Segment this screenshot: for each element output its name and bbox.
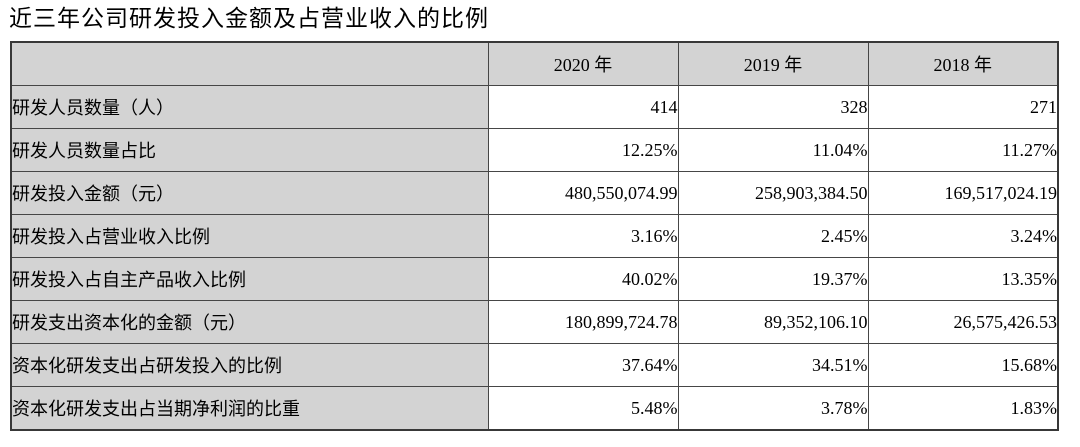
table-cell: 15.68% (867, 343, 1059, 387)
table-row: 研发投入占自主产品收入比例 40.02% 19.37% 13.35% (10, 257, 1059, 301)
table-cell: 19.37% (677, 257, 869, 301)
table-cell: 3.16% (487, 214, 679, 258)
table-cell: 40.02% (487, 257, 679, 301)
row-label-rd-headcount: 研发人员数量（人） (10, 85, 489, 129)
table-row: 资本化研发支出占当期净利润的比重 5.48% 3.78% 1.83% (10, 386, 1059, 431)
row-label-rd-to-revenue-ratio: 研发投入占营业收入比例 (10, 214, 489, 258)
column-header-2018: 2018 年 (867, 41, 1059, 86)
table-header-row: 2020 年 2019 年 2018 年 (10, 41, 1059, 86)
table-cell: 1.83% (867, 386, 1059, 431)
table-row: 资本化研发支出占研发投入的比例 37.64% 34.51% 15.68% (10, 343, 1059, 387)
table-cell: 12.25% (487, 128, 679, 172)
table-row: 研发支出资本化的金额（元） 180,899,724.78 89,352,106.… (10, 300, 1059, 344)
row-label-rd-to-own-product-revenue-ratio: 研发投入占自主产品收入比例 (10, 257, 489, 301)
table-row: 研发人员数量（人） 414 328 271 (10, 85, 1059, 129)
table-cell: 258,903,384.50 (677, 171, 869, 215)
table-cell: 37.64% (487, 343, 679, 387)
row-label-capitalized-rd-amount: 研发支出资本化的金额（元） (10, 300, 489, 344)
table-cell: 26,575,426.53 (867, 300, 1059, 344)
table-row: 研发投入占营业收入比例 3.16% 2.45% 3.24% (10, 214, 1059, 258)
table-cell: 11.04% (677, 128, 869, 172)
table-cell: 180,899,724.78 (487, 300, 679, 344)
table-cell: 328 (677, 85, 869, 129)
row-label-rd-headcount-ratio: 研发人员数量占比 (10, 128, 489, 172)
table-cell: 271 (867, 85, 1059, 129)
row-label-capitalized-rd-to-rd-ratio: 资本化研发支出占研发投入的比例 (10, 343, 489, 387)
table-cell: 89,352,106.10 (677, 300, 869, 344)
table-cell: 13.35% (867, 257, 1059, 301)
table-row: 研发人员数量占比 12.25% 11.04% 11.27% (10, 128, 1059, 172)
column-header-2020: 2020 年 (487, 41, 679, 86)
table-cell: 3.24% (867, 214, 1059, 258)
table-cell: 11.27% (867, 128, 1059, 172)
column-header-2019: 2019 年 (677, 41, 869, 86)
table-cell: 414 (487, 85, 679, 129)
table-row: 研发投入金额（元） 480,550,074.99 258,903,384.50 … (10, 171, 1059, 215)
table-cell: 480,550,074.99 (487, 171, 679, 215)
table-cell: 169,517,024.19 (867, 171, 1059, 215)
table-cell: 3.78% (677, 386, 869, 431)
row-label-rd-investment-amount: 研发投入金额（元） (10, 171, 489, 215)
table-cell: 2.45% (677, 214, 869, 258)
table-cell: 5.48% (487, 386, 679, 431)
page-title: 近三年公司研发投入金额及占营业收入的比例 (9, 6, 489, 31)
rd-investment-table: 2020 年 2019 年 2018 年 研发人员数量（人） 414 328 2… (10, 41, 1059, 431)
row-label-capitalized-rd-to-net-profit-ratio: 资本化研发支出占当期净利润的比重 (10, 386, 489, 431)
table-cell: 34.51% (677, 343, 869, 387)
corner-header-cell (10, 41, 489, 86)
